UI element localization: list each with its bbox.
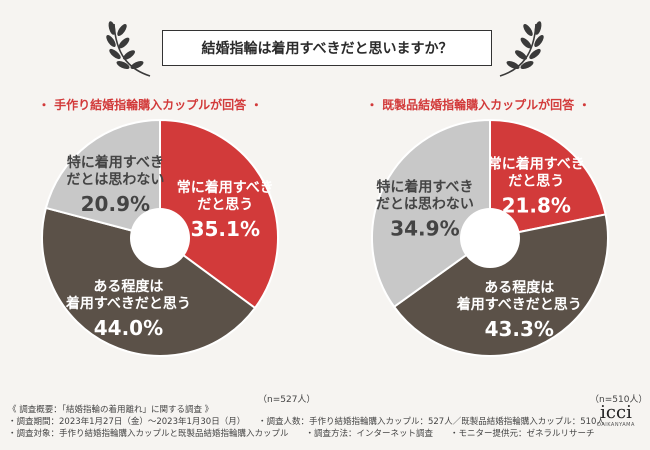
left-chart-title: ・ 手作り結婚指輪購入カップルが回答 ・ <box>38 98 263 112</box>
right-sample-size: （n=510人） <box>590 395 648 405</box>
right-label-always-line-1: 常に着用すべき <box>488 155 585 172</box>
logo-mark: icci <box>600 402 632 423</box>
right-label-always-line-2: だと思う <box>508 173 564 189</box>
right-label-not-line-1: 特に着用すべき <box>376 179 473 196</box>
left-label-always-line-1: 常に着用すべき <box>177 179 274 196</box>
left-label-not-line-2: だとは思わない <box>66 172 164 188</box>
left-value-always: 35.1% <box>191 217 260 241</box>
footnote-line-1: ・調査期間：2023年1月27日（金）～2023年1月30日（月） ・調査人数：… <box>8 417 605 427</box>
right-value-not: 34.9% <box>390 217 459 241</box>
footnote-line-2: ・調査対象：手作り結婚指輪購入カップルと既製品結婚指輪購入カップル ・調査方法：… <box>8 429 595 439</box>
left-label-always-line-2: だと思う <box>197 197 253 213</box>
right-value-always: 21.8% <box>502 193 571 217</box>
right-label-not-line-2: だとは思わない <box>376 197 474 213</box>
brand-logo: icci DAIKANYAMA <box>596 402 636 429</box>
right-label-somewhat-line-2: 着用すべきだと思う <box>456 296 582 313</box>
laurel-right-icon <box>499 21 544 77</box>
left-sample-size: （n=527人） <box>258 395 316 405</box>
right-label-somewhat-line-1: ある程度は <box>484 279 554 296</box>
page-title: 結婚指輪は着用すべきだと思いますか？ <box>162 30 492 66</box>
left-value-not: 20.9% <box>81 192 150 216</box>
left-label-somewhat-line-2: 着用すべきだと思う <box>65 295 191 312</box>
footnote-heading: 《 調査概要：「結婚指輪の着用離れ」に関する調査 》 <box>8 405 214 415</box>
right-slice-always <box>489 118 607 240</box>
right-value-somewhat: 43.3% <box>485 317 554 341</box>
right-slice-not <box>371 118 491 309</box>
right-chart-title: ・ 既製品結婚指輪購入カップルが回答 ・ <box>366 98 591 112</box>
left-slice-not <box>44 118 161 240</box>
left-label-somewhat-line-1: ある程度は <box>93 278 163 295</box>
logo-subtext: DAIKANYAMA <box>597 422 635 428</box>
laurel-left-icon <box>106 21 151 77</box>
left-slice-always <box>159 118 279 310</box>
left-label-not-line-1: 特に着用すべき <box>67 154 164 171</box>
left-value-somewhat: 44.0% <box>94 316 163 340</box>
right-slice-somewhat <box>392 213 609 357</box>
left-slice-somewhat <box>41 206 257 357</box>
right-center-hole <box>460 208 520 268</box>
left-center-hole <box>130 208 190 268</box>
